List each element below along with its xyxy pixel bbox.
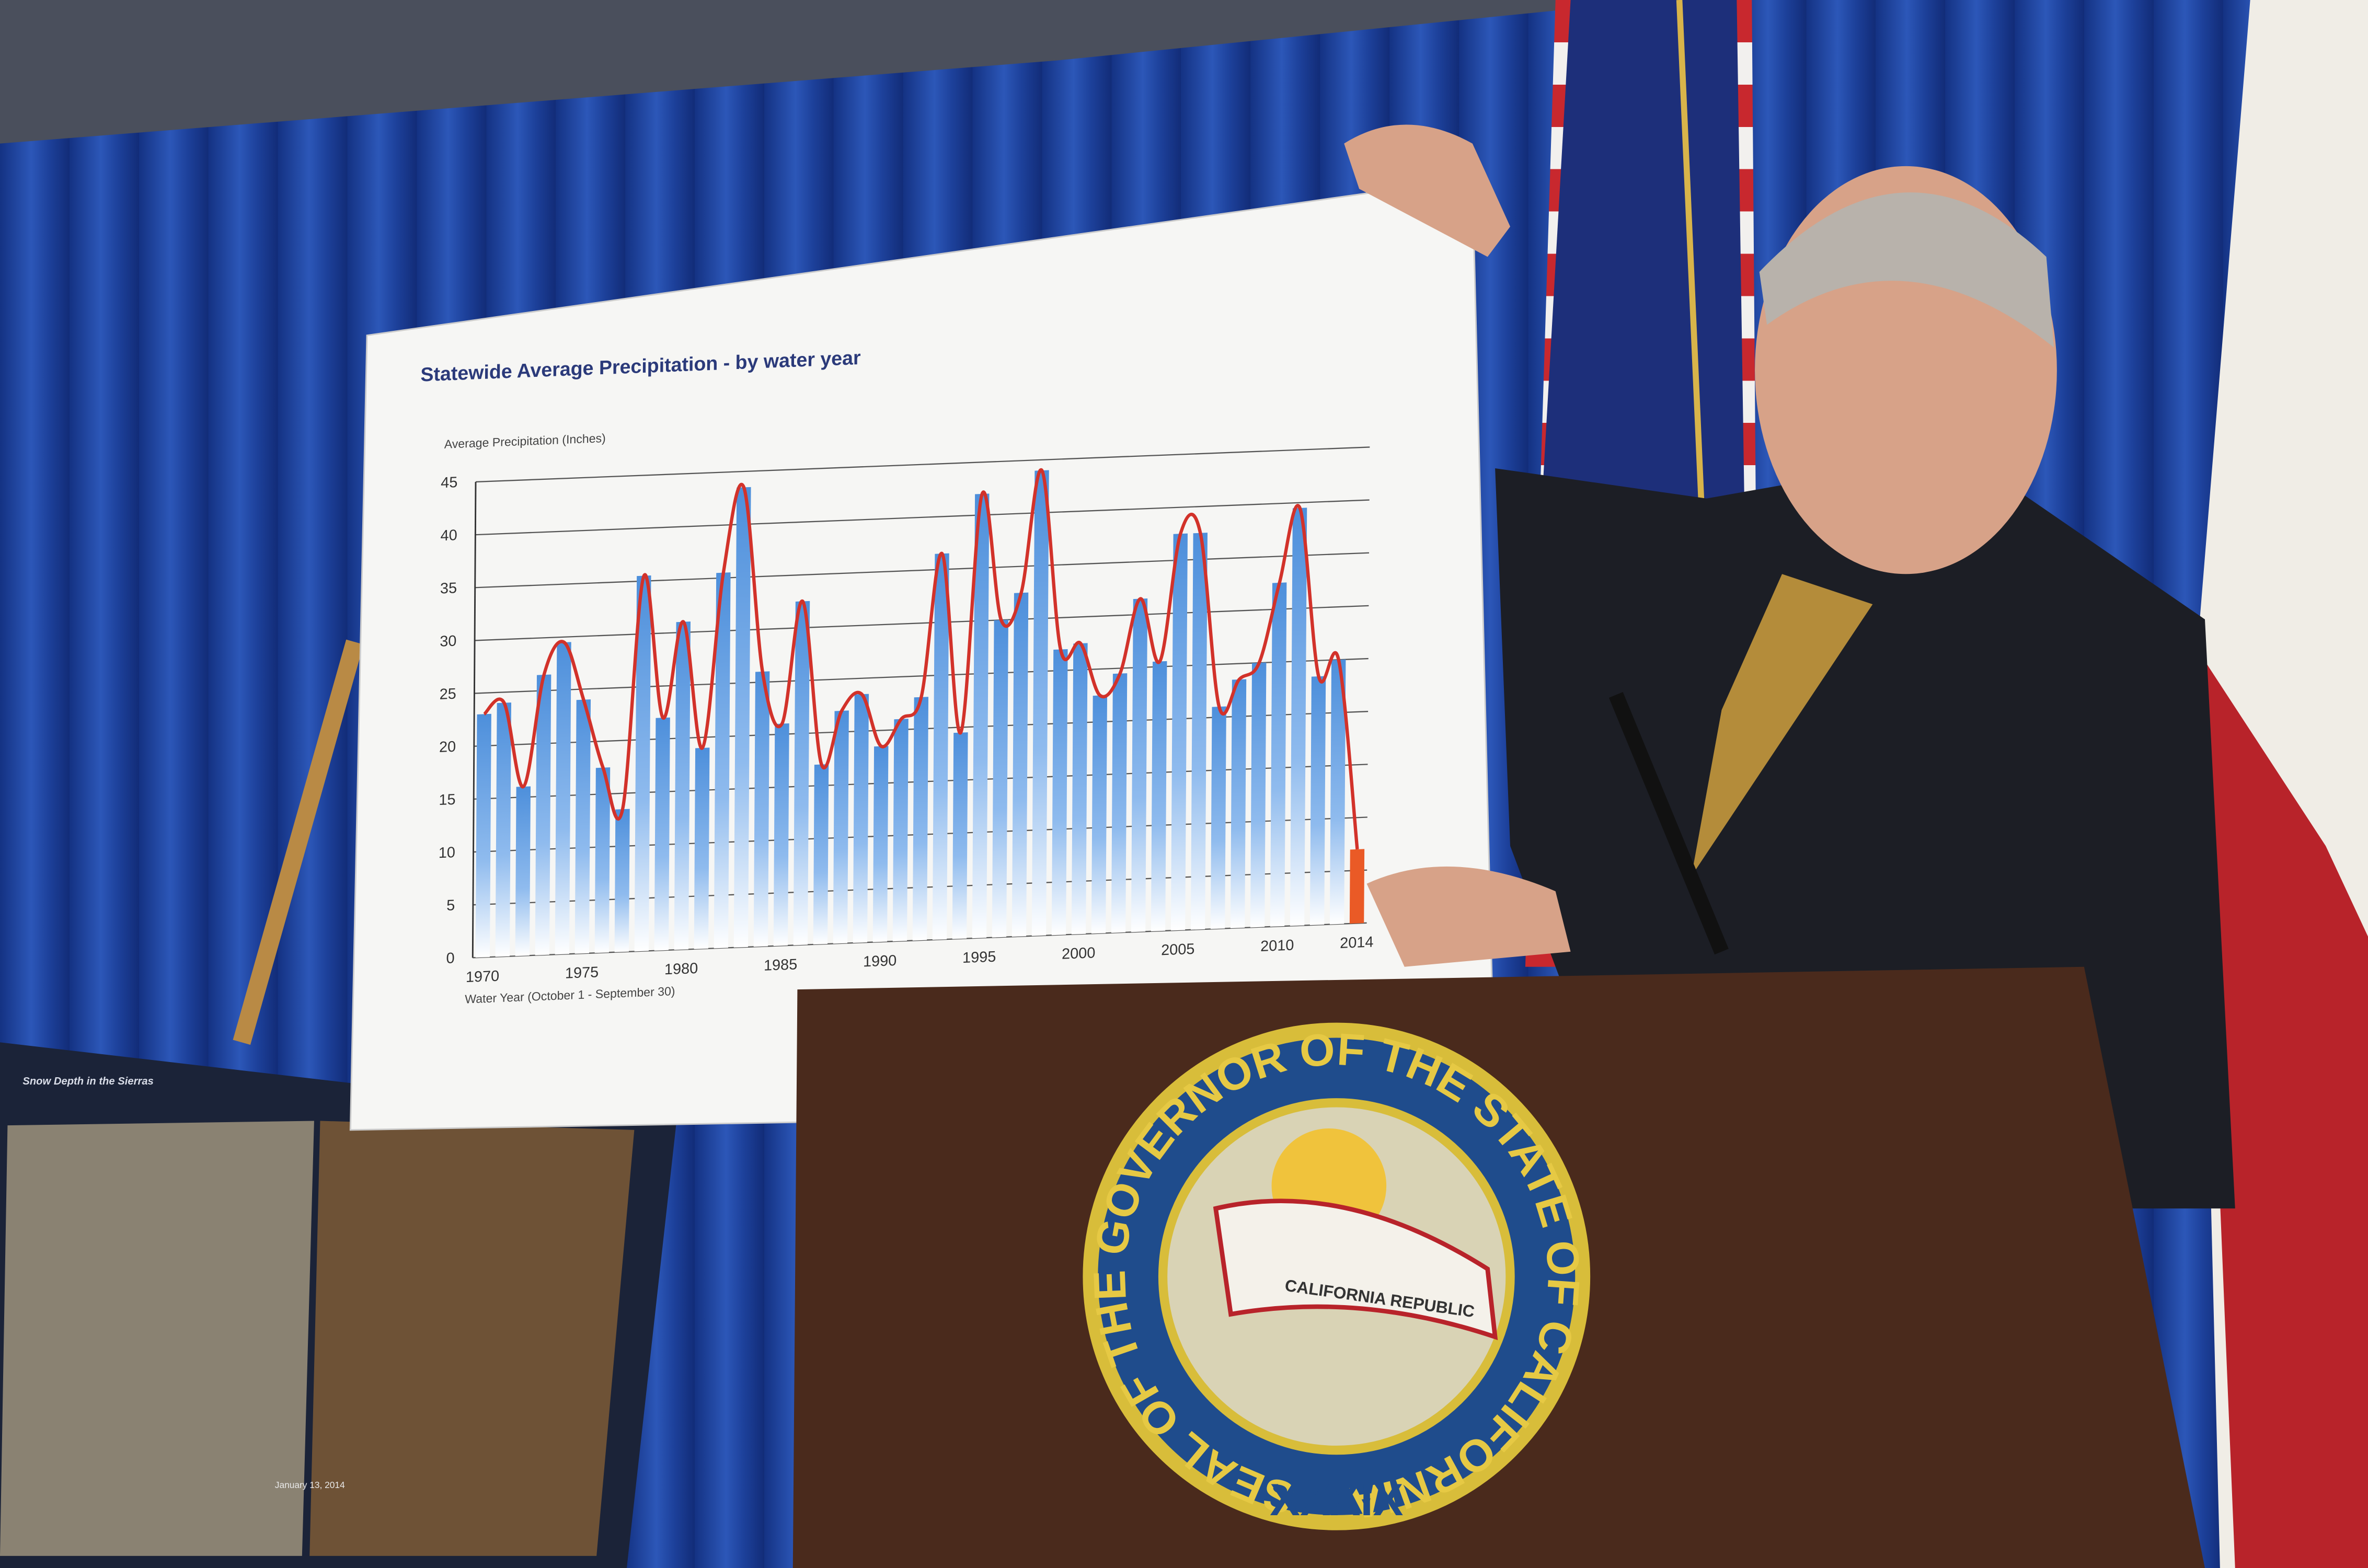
bar: [1071, 643, 1088, 935]
pointing-hand: [1366, 866, 1571, 967]
bar: [1230, 679, 1247, 928]
x-tick-label: 2014: [1340, 934, 1373, 952]
seal-flag: [1213, 1198, 1498, 1341]
microphone: [1608, 691, 1729, 955]
bar: [872, 746, 889, 942]
bar: [813, 764, 829, 945]
bar: [694, 747, 710, 949]
x-tick-label: 1990: [863, 952, 896, 970]
x-tick-label: 1995: [962, 949, 996, 966]
bar: [1250, 662, 1267, 928]
bar: [1031, 470, 1049, 936]
bar: [535, 674, 551, 955]
x-tick-label: 2010: [1260, 937, 1294, 954]
bar: [495, 702, 512, 957]
bar: [753, 671, 770, 947]
chart: Statewide Average Precipitation - by wat…: [420, 347, 1373, 1006]
x-tick-label: 1970: [466, 968, 499, 986]
x-tick-label: 1980: [664, 960, 698, 978]
y-tick-label: 35: [440, 580, 457, 597]
bar: [1051, 649, 1068, 936]
y-tick-label: 15: [439, 791, 455, 809]
side-poster-caption: January 13, 2014: [275, 1480, 345, 1490]
grid-line: [475, 499, 1370, 536]
y-tick-label: 45: [441, 474, 457, 491]
bar: [1011, 592, 1029, 937]
y-tick-label: 5: [446, 897, 455, 914]
ceiling: [0, 0, 1661, 144]
hand: [1344, 124, 1511, 257]
satellite-image: [0, 1121, 314, 1556]
bar: [1349, 849, 1365, 924]
california-flag-stripe: [2197, 649, 2368, 1568]
bar: [1131, 598, 1148, 932]
satellite-image: [309, 1121, 635, 1556]
bar: [634, 575, 651, 952]
grid-line: [474, 658, 1369, 694]
x-tick-label: 2000: [1062, 944, 1095, 962]
easel: [233, 639, 364, 1045]
y-tick-label: 40: [440, 527, 457, 544]
bar: [1151, 661, 1167, 931]
seal-number: XXXIX: [1270, 1475, 1403, 1525]
bar: [594, 767, 611, 953]
bar: [932, 553, 949, 940]
bar: [853, 694, 869, 943]
bar: [892, 719, 909, 942]
trend-line: [483, 468, 1359, 850]
y-tick-label: 0: [446, 950, 454, 967]
bar: [1329, 659, 1346, 925]
grid-line: [475, 552, 1370, 589]
side-poster-title: Snow Depth in the Sierras: [22, 1076, 153, 1087]
bar: [1190, 533, 1208, 930]
grid-line: [475, 605, 1369, 641]
bar: [555, 642, 571, 955]
us-flag-canton: [1540, 0, 1744, 529]
bar: [992, 619, 1008, 938]
bar: [952, 732, 968, 939]
grid-line: [475, 446, 1370, 483]
y-axis: [472, 481, 477, 958]
tie: [1691, 574, 1873, 877]
bar: [793, 601, 810, 946]
bar: [475, 713, 491, 958]
bar: [1210, 706, 1226, 929]
y-tick-label: 20: [439, 739, 456, 756]
bar: [1111, 673, 1128, 933]
bar: [515, 786, 531, 956]
x-tick-label: 1985: [764, 956, 797, 974]
y-tick-label: 25: [440, 686, 456, 703]
x-tick-label: 2005: [1161, 941, 1194, 959]
bar: [674, 621, 691, 950]
bar: [1170, 533, 1188, 931]
bar: [714, 572, 731, 949]
bar: [773, 723, 789, 946]
hair: [1759, 192, 2054, 348]
bar: [654, 717, 670, 951]
bar: [614, 809, 630, 952]
y-tick-label: 30: [440, 632, 456, 650]
bar: [972, 493, 990, 939]
y-tick-label: 10: [439, 844, 455, 861]
bar: [833, 710, 849, 944]
bar: [1091, 695, 1108, 934]
bar: [1290, 508, 1307, 926]
bar: [1309, 676, 1326, 926]
x-tick-label: 1975: [565, 964, 599, 982]
bar: [574, 699, 591, 954]
bar: [912, 697, 929, 941]
bar: [733, 487, 751, 948]
bar: [1270, 582, 1287, 927]
